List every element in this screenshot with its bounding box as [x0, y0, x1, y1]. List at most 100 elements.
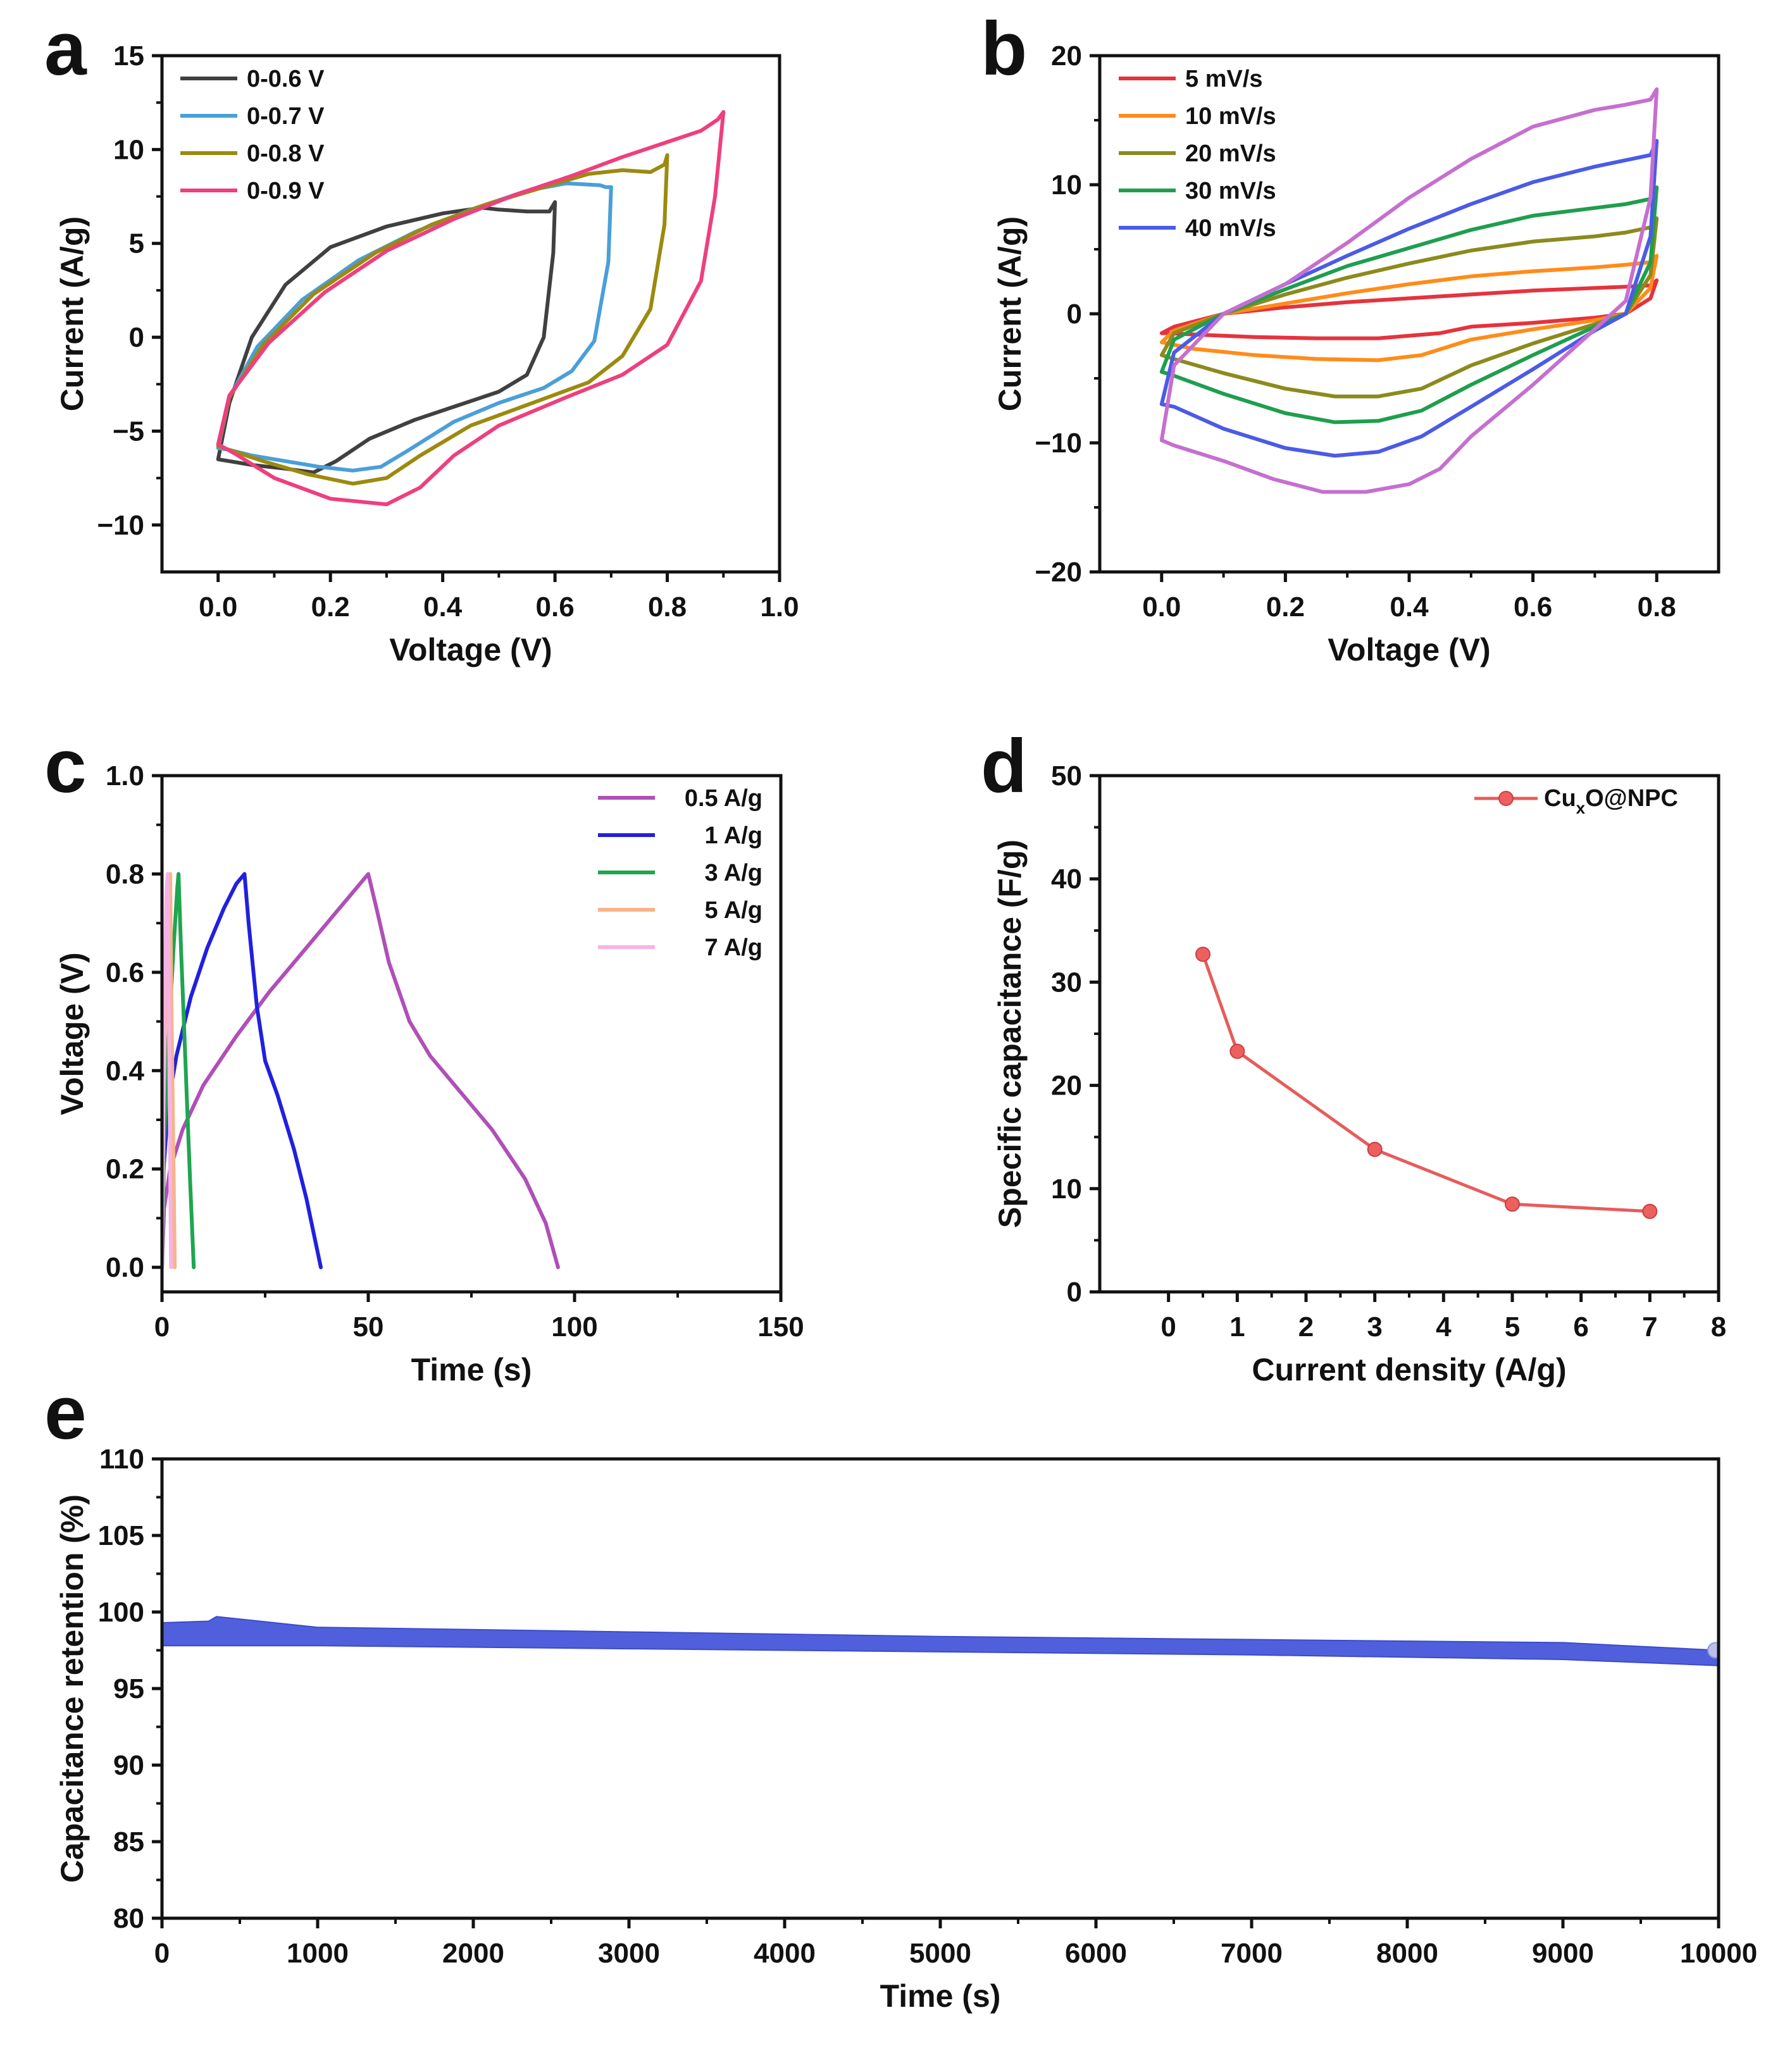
data-point	[1229, 1043, 1245, 1059]
y-tick-label: −10	[97, 510, 144, 541]
legend-label: 5 A/g	[705, 897, 763, 924]
panel-letter-c: c	[44, 724, 87, 809]
series-line-0-0-7-v	[216, 181, 613, 473]
series-line-5-mv-s	[1159, 278, 1659, 340]
y-axis-label: Current (A/g)	[54, 216, 90, 411]
x-tick-label: 10000	[1680, 1938, 1757, 1969]
panel-letter-d: d	[981, 724, 1027, 809]
y-tick-label: 105	[98, 1520, 144, 1551]
series-line-0-0-6-v	[216, 200, 557, 474]
x-tick-label: 0.4	[1390, 592, 1429, 623]
y-tick-label: 1.0	[106, 760, 144, 791]
plot-area	[1159, 87, 1659, 494]
legend-label: 20 mV/s	[1185, 140, 1276, 167]
panel-letter-e: e	[44, 1370, 87, 1455]
series-line-3-a-g	[162, 872, 196, 1270]
y-tick-label: −5	[113, 416, 144, 447]
x-tick-label: 0.8	[648, 592, 687, 623]
y-tick-label: 0	[129, 322, 144, 353]
x-axis-label: Current density (A/g)	[1252, 1352, 1566, 1387]
series-line-0-0-8-v	[216, 153, 669, 486]
series-line-0-5-a-g	[162, 872, 560, 1270]
x-tick-label: 50	[353, 1312, 384, 1343]
series-line-40-mv-s	[1159, 139, 1659, 458]
x-tick-label: 2	[1298, 1312, 1314, 1343]
legend-label: 10 mV/s	[1185, 103, 1276, 130]
legend-label: 0-0.6 V	[247, 66, 325, 92]
y-axis-label: Capacitance retention (%)	[54, 1494, 90, 1883]
x-tick-label: 0	[154, 1938, 170, 1969]
y-tick-label: 90	[113, 1750, 144, 1781]
legend-label: 40 mV/s	[1185, 215, 1276, 242]
legend-label-base: Cu	[1544, 785, 1576, 812]
x-tick-label: 5000	[909, 1938, 971, 1969]
x-axis-label: Voltage (V)	[389, 632, 552, 667]
x-tick-label: 8000	[1376, 1938, 1438, 1969]
plot-area	[216, 110, 726, 507]
y-tick-label: 10	[1051, 170, 1082, 201]
x-tick-label: 4000	[754, 1938, 816, 1969]
panel-letter-b: b	[981, 6, 1027, 91]
x-tick-label: 0.2	[311, 592, 350, 623]
y-tick-label: 15	[113, 40, 144, 71]
y-tick-label: 50	[1051, 760, 1082, 791]
legend-label: 5 mV/s	[1185, 66, 1263, 92]
x-tick-label: 2000	[442, 1938, 504, 1969]
legend-label: 0-0.8 V	[247, 140, 325, 167]
y-tick-label: 0.6	[106, 957, 144, 988]
plot-area	[1195, 946, 1658, 1219]
legend-label: 1 A/g	[705, 822, 763, 849]
x-tick-label: 150	[757, 1312, 804, 1343]
plot-frame	[1098, 774, 1720, 1294]
x-axis-label: Time (s)	[880, 1978, 1001, 2014]
legend-label-sub: x	[1576, 798, 1586, 817]
x-tick-label: 0.0	[199, 592, 237, 623]
x-tick-label: 0.6	[536, 592, 575, 623]
data-point	[1367, 1141, 1383, 1157]
data-point	[1195, 946, 1210, 962]
legend-label-rest: O@NPC	[1585, 785, 1678, 812]
x-tick-label: 1	[1229, 1312, 1245, 1343]
x-axis-label: Time (s)	[411, 1352, 532, 1387]
legend-label: 0.5 A/g	[685, 785, 762, 812]
series-line-unnamed	[1159, 87, 1659, 494]
y-tick-label: 30	[1051, 967, 1082, 998]
data-point	[1505, 1196, 1520, 1212]
x-tick-label: 6000	[1065, 1938, 1127, 1969]
x-tick-label: 0	[1160, 1312, 1176, 1343]
y-tick-label: −10	[1035, 428, 1082, 459]
x-tick-label: 0.6	[1514, 592, 1552, 623]
legend-label: 3 A/g	[705, 860, 763, 886]
x-tick-label: 8	[1711, 1312, 1726, 1343]
chart-panel-d: d 0 1 2 3 4 5 6 7 8 0 10 20 30 40 50 Current density (A/…	[981, 724, 1726, 1387]
y-tick-label: 10	[1051, 1174, 1082, 1205]
retention-end-point	[1707, 1642, 1719, 1659]
legend: 0.5 A/g 1 A/g 3 A/g 5 A/g 7 A/g	[598, 785, 762, 961]
legend-label: 0-0.9 V	[247, 178, 325, 204]
x-tick-label: 4	[1436, 1312, 1452, 1343]
y-tick-label: 0.0	[106, 1252, 144, 1283]
legend: CuxO@NPC	[1474, 785, 1678, 817]
series-line-cuxo-npc	[1201, 952, 1652, 1213]
x-tick-label: 3000	[598, 1938, 660, 1969]
chart-panel-c: c 0 50 100 150 0.0 0.2 0.4 0.6 0.8 1.0 Time (s) Volt…	[44, 724, 804, 1387]
x-tick-label: 3	[1367, 1312, 1382, 1343]
y-tick-label: 10	[113, 134, 144, 165]
x-tick-label: 7	[1642, 1312, 1657, 1343]
y-tick-label: 0	[1067, 299, 1082, 330]
x-tick-label: 0.8	[1638, 592, 1676, 623]
legend-label: 0-0.7 V	[247, 103, 325, 130]
y-tick-label: 20	[1051, 40, 1082, 71]
y-tick-label: 110	[99, 1444, 144, 1475]
y-axis-label: Current (A/g)	[992, 216, 1028, 411]
legend: 5 mV/s 10 mV/s 20 mV/s 30 mV/s 40 mV/s	[1119, 66, 1276, 242]
series-line-30-mv-s	[1159, 185, 1659, 425]
series-line-10-mv-s	[1159, 254, 1659, 363]
y-tick-label: 5	[129, 228, 144, 259]
y-tick-label: 0.4	[106, 1055, 145, 1086]
y-tick-label: 85	[113, 1826, 144, 1857]
legend: 0-0.6 V 0-0.7 V 0-0.8 V 0-0.9 V	[180, 66, 325, 204]
plot-frame	[160, 774, 783, 1294]
y-tick-label: 20	[1051, 1070, 1082, 1101]
x-tick-label: 0.0	[1142, 592, 1181, 623]
